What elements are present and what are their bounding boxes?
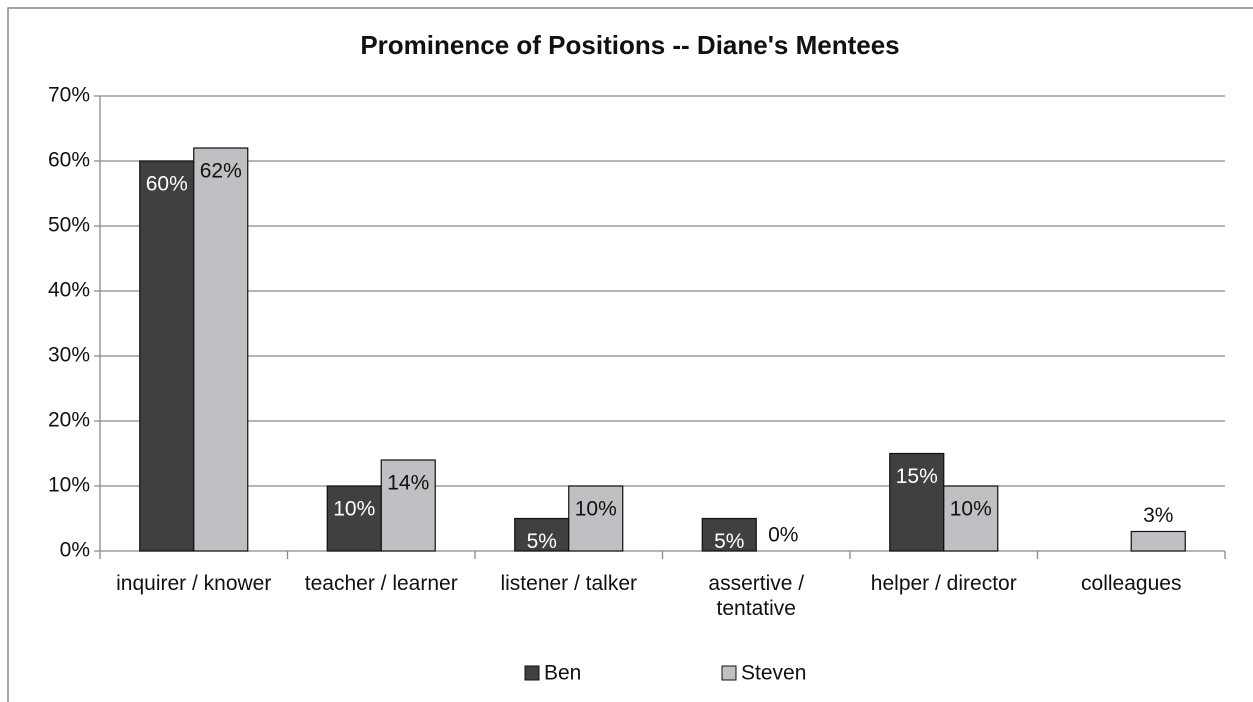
x-tick-label: assertive / tentative — [708, 572, 805, 620]
chart-frame — [7, 7, 1253, 702]
bar — [889, 452, 945, 552]
value-label: 14% — [387, 472, 429, 495]
bar — [701, 517, 757, 552]
legend-swatch — [721, 665, 737, 681]
y-tick-label: 30% — [48, 344, 90, 367]
y-tick-label: 70% — [48, 84, 90, 107]
value-label: 10% — [575, 498, 617, 521]
chart-title: Prominence of Positions -- Diane's Mente… — [360, 30, 899, 60]
bar — [139, 160, 195, 552]
y-tick-label: 50% — [48, 214, 90, 237]
value-label: 10% — [333, 498, 375, 521]
bar — [943, 485, 999, 552]
value-label: 5% — [714, 530, 744, 553]
bar — [193, 147, 249, 552]
legend-swatch — [524, 665, 540, 681]
legend-label: Ben — [544, 662, 581, 685]
bar — [568, 485, 624, 552]
x-tick-label: helper / director — [870, 572, 1017, 595]
x-tick-label: inquirer / knower — [116, 572, 272, 595]
y-tick-label: 10% — [48, 474, 90, 497]
value-label: 10% — [950, 498, 992, 521]
y-tick-label: 20% — [48, 409, 90, 432]
x-tick-label: colleagues — [1081, 572, 1182, 595]
y-tick-label: 0% — [60, 539, 90, 562]
value-label: 3% — [1143, 504, 1173, 527]
x-tick-label: listener / talker — [500, 572, 638, 595]
value-label: 62% — [200, 160, 242, 183]
y-tick-label: 60% — [48, 149, 90, 172]
value-label: 60% — [146, 173, 188, 196]
value-label: 5% — [527, 530, 557, 553]
bar — [1130, 530, 1186, 552]
legend-label: Steven — [741, 662, 806, 685]
bar — [380, 459, 436, 552]
x-tick-label: teacher / learner — [304, 572, 458, 595]
value-label: 15% — [896, 465, 938, 488]
y-tick-label: 40% — [48, 279, 90, 302]
value-label: 0% — [768, 524, 798, 547]
